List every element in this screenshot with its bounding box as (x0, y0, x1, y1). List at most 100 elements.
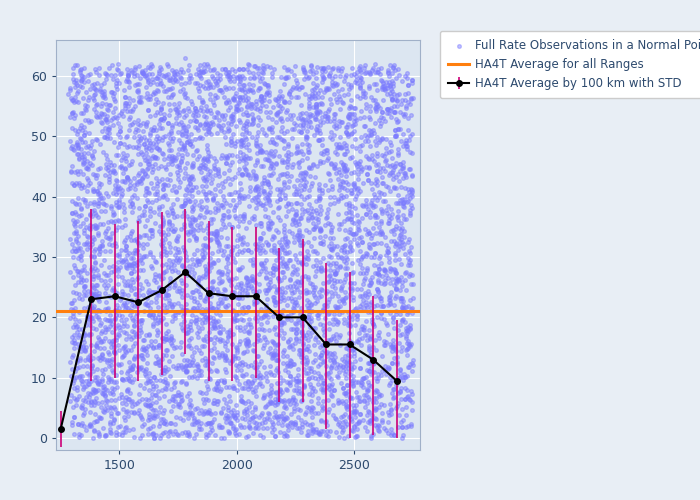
Full Rate Observations in a Normal Point (367, 186, 378, 194)
Full Rate Observations in a Normal Point (186, 173, 197, 181)
Full Rate Observations in a Normal Point (117, 400, 128, 407)
Full Rate Observations in a Normal Point (78, 64, 90, 72)
Full Rate Observations in a Normal Point (141, 344, 152, 351)
Full Rate Observations in a Normal Point (316, 348, 328, 356)
Full Rate Observations in a Normal Point (158, 218, 169, 226)
Full Rate Observations in a Normal Point (305, 67, 316, 75)
Full Rate Observations in a Normal Point (123, 161, 134, 169)
Full Rate Observations in a Normal Point (363, 176, 374, 184)
Full Rate Observations in a Normal Point (90, 394, 101, 402)
Full Rate Observations in a Normal Point (71, 229, 82, 237)
Full Rate Observations in a Normal Point (345, 130, 356, 138)
Full Rate Observations in a Normal Point (88, 401, 99, 409)
Full Rate Observations in a Normal Point (397, 376, 408, 384)
Full Rate Observations in a Normal Point (392, 246, 403, 254)
Full Rate Observations in a Normal Point (314, 194, 326, 202)
Full Rate Observations in a Normal Point (108, 138, 120, 146)
Full Rate Observations in a Normal Point (240, 282, 251, 290)
Full Rate Observations in a Normal Point (265, 159, 276, 167)
Full Rate Observations in a Normal Point (356, 168, 367, 175)
Full Rate Observations in a Normal Point (187, 174, 198, 182)
Full Rate Observations in a Normal Point (109, 218, 120, 226)
Full Rate Observations in a Normal Point (344, 412, 355, 420)
Full Rate Observations in a Normal Point (370, 106, 381, 114)
Full Rate Observations in a Normal Point (88, 317, 99, 325)
Full Rate Observations in a Normal Point (111, 306, 122, 314)
Full Rate Observations in a Normal Point (384, 72, 395, 80)
Full Rate Observations in a Normal Point (314, 239, 326, 247)
Full Rate Observations in a Normal Point (66, 353, 77, 361)
Full Rate Observations in a Normal Point (122, 394, 133, 402)
Full Rate Observations in a Normal Point (119, 86, 130, 94)
Full Rate Observations in a Normal Point (255, 148, 266, 156)
Full Rate Observations in a Normal Point (374, 138, 385, 146)
Full Rate Observations in a Normal Point (270, 96, 281, 104)
Full Rate Observations in a Normal Point (270, 310, 281, 318)
Full Rate Observations in a Normal Point (250, 193, 261, 201)
Full Rate Observations in a Normal Point (224, 103, 235, 111)
Full Rate Observations in a Normal Point (112, 114, 123, 122)
Full Rate Observations in a Normal Point (188, 204, 199, 212)
Full Rate Observations in a Normal Point (106, 241, 118, 249)
Full Rate Observations in a Normal Point (404, 258, 415, 266)
Full Rate Observations in a Normal Point (104, 356, 115, 364)
Full Rate Observations in a Normal Point (364, 367, 375, 375)
Full Rate Observations in a Normal Point (307, 162, 318, 170)
Full Rate Observations in a Normal Point (64, 397, 76, 405)
Full Rate Observations in a Normal Point (88, 434, 99, 442)
Full Rate Observations in a Normal Point (276, 128, 287, 136)
Full Rate Observations in a Normal Point (298, 169, 309, 177)
Full Rate Observations in a Normal Point (122, 412, 134, 420)
Full Rate Observations in a Normal Point (274, 387, 285, 395)
Full Rate Observations in a Normal Point (346, 426, 357, 434)
Full Rate Observations in a Normal Point (146, 390, 158, 398)
Full Rate Observations in a Normal Point (253, 69, 264, 77)
Full Rate Observations in a Normal Point (84, 224, 95, 232)
Full Rate Observations in a Normal Point (177, 143, 188, 151)
Full Rate Observations in a Normal Point (295, 148, 307, 156)
Full Rate Observations in a Normal Point (342, 114, 354, 122)
Full Rate Observations in a Normal Point (272, 101, 283, 109)
Full Rate Observations in a Normal Point (358, 384, 369, 392)
Full Rate Observations in a Normal Point (321, 114, 332, 122)
Full Rate Observations in a Normal Point (104, 338, 115, 345)
Full Rate Observations in a Normal Point (233, 294, 244, 302)
Full Rate Observations in a Normal Point (218, 353, 230, 361)
Full Rate Observations in a Normal Point (144, 413, 155, 421)
Full Rate Observations in a Normal Point (265, 224, 276, 232)
Full Rate Observations in a Normal Point (383, 330, 394, 338)
Full Rate Observations in a Normal Point (178, 106, 189, 114)
Full Rate Observations in a Normal Point (172, 400, 183, 407)
Full Rate Observations in a Normal Point (295, 84, 307, 92)
Full Rate Observations in a Normal Point (389, 432, 400, 440)
Full Rate Observations in a Normal Point (311, 209, 322, 217)
Full Rate Observations in a Normal Point (386, 430, 398, 438)
Full Rate Observations in a Normal Point (148, 385, 159, 393)
Full Rate Observations in a Normal Point (117, 352, 128, 360)
Full Rate Observations in a Normal Point (202, 125, 214, 133)
Full Rate Observations in a Normal Point (196, 356, 207, 364)
Full Rate Observations in a Normal Point (356, 68, 367, 76)
Full Rate Observations in a Normal Point (389, 242, 400, 250)
Full Rate Observations in a Normal Point (142, 301, 153, 309)
Full Rate Observations in a Normal Point (244, 186, 255, 194)
Full Rate Observations in a Normal Point (228, 130, 239, 138)
Full Rate Observations in a Normal Point (114, 127, 125, 135)
Full Rate Observations in a Normal Point (330, 415, 342, 423)
Full Rate Observations in a Normal Point (265, 380, 276, 388)
Full Rate Observations in a Normal Point (103, 348, 114, 356)
Full Rate Observations in a Normal Point (77, 219, 88, 227)
Full Rate Observations in a Normal Point (268, 248, 279, 256)
Full Rate Observations in a Normal Point (80, 102, 91, 110)
Full Rate Observations in a Normal Point (321, 84, 332, 92)
Full Rate Observations in a Normal Point (205, 109, 216, 117)
Full Rate Observations in a Normal Point (128, 302, 139, 310)
Full Rate Observations in a Normal Point (307, 403, 318, 411)
Full Rate Observations in a Normal Point (260, 274, 271, 282)
Full Rate Observations in a Normal Point (130, 332, 141, 340)
Full Rate Observations in a Normal Point (318, 388, 329, 396)
Full Rate Observations in a Normal Point (216, 124, 227, 132)
Full Rate Observations in a Normal Point (214, 334, 225, 342)
Full Rate Observations in a Normal Point (376, 258, 387, 266)
Full Rate Observations in a Normal Point (120, 98, 131, 106)
